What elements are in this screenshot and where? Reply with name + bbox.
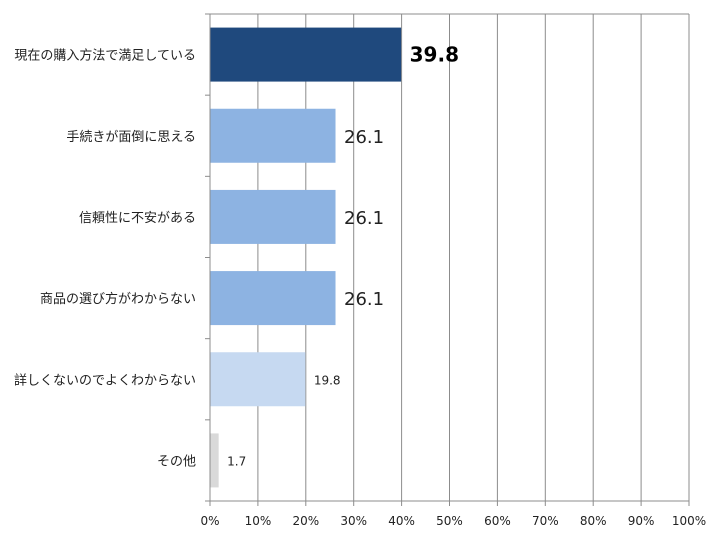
data-label: 26.1 (344, 289, 384, 310)
category-label: 信頼性に不安がある (79, 211, 196, 226)
bar (210, 352, 306, 407)
x-tick-label: 40% (388, 514, 415, 528)
x-tick-label: 80% (580, 514, 607, 528)
data-label: 39.8 (410, 43, 459, 67)
data-label: 1.7 (227, 454, 246, 468)
x-tick-label: 10% (245, 514, 272, 528)
x-tick-label: 0% (200, 514, 219, 528)
bars (210, 27, 402, 488)
category-label: 詳しくないのでよくわからない (14, 372, 196, 388)
category-label: 手続きが面倒に思える (66, 130, 196, 145)
data-label: 26.1 (344, 208, 384, 229)
bar (210, 189, 336, 244)
x-tick-label: 60% (484, 514, 511, 528)
x-tick-labels: 0% 10% 20% 30% 40% 50% 60% 70% 80% 90% 100% (200, 514, 706, 528)
category-labels: 現在の購入方法で満足している手続きが面倒に思える信頼性に不安がある商品の選び方が… (14, 48, 196, 470)
x-tick-label: 100% (672, 514, 706, 528)
value-labels: 39.8 26.1 26.1 26.1 19.8 1.7 (227, 43, 459, 469)
bar (210, 433, 219, 488)
category-label: その他 (157, 454, 196, 469)
bar (210, 27, 402, 82)
axes (205, 13, 690, 506)
bar (210, 108, 336, 163)
x-tick-label: 90% (628, 514, 655, 528)
x-tick-label: 20% (292, 514, 319, 528)
data-label: 26.1 (344, 127, 384, 148)
data-label: 19.8 (314, 373, 341, 387)
category-label: 商品の選び方がわからない (40, 291, 196, 307)
bar (210, 271, 336, 326)
category-label: 現在の購入方法で満足している (14, 48, 196, 64)
x-tick-label: 70% (532, 514, 559, 528)
x-tick-label: 30% (340, 514, 367, 528)
grid-lines (257, 14, 690, 501)
x-tick-label: 50% (436, 514, 463, 528)
